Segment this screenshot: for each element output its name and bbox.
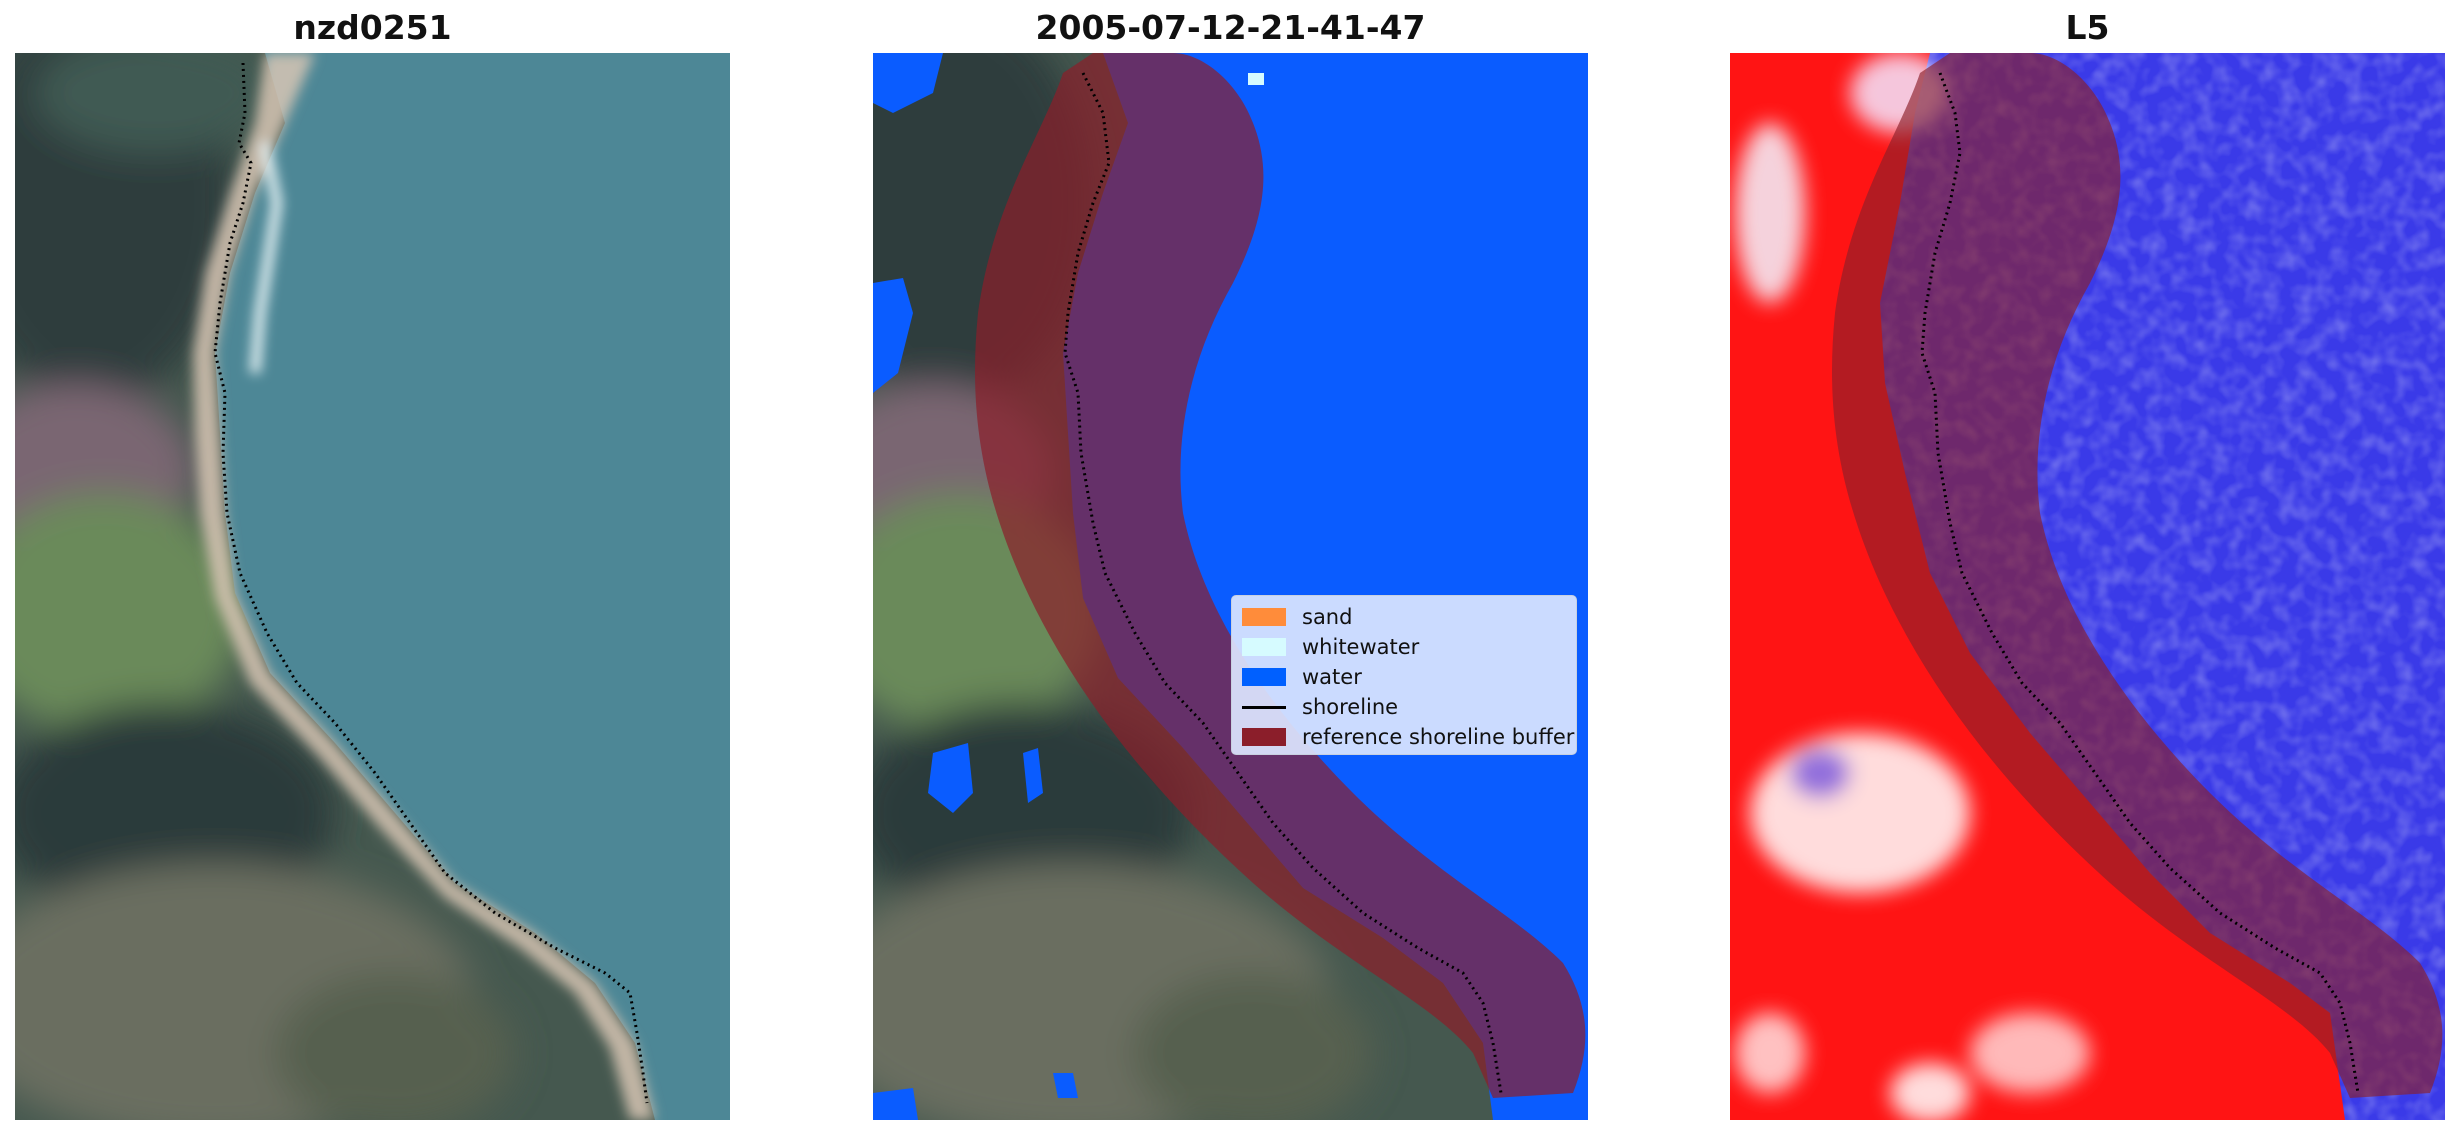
- legend-label: whitewater: [1302, 635, 1420, 659]
- legend-label: sand: [1302, 605, 1353, 629]
- sand-swatch-icon: [1242, 608, 1286, 626]
- panel-title-classification: 2005-07-12-21-41-47: [1035, 8, 1426, 47]
- classification-image: [873, 53, 1588, 1120]
- panel-title-index: L5: [2065, 8, 2110, 47]
- water-swatch-icon: [1242, 668, 1286, 686]
- legend-item-sand: sand: [1242, 602, 1566, 632]
- shoreline-trace-index: [1920, 72, 2360, 1094]
- shoreline-line-icon: [1242, 705, 1286, 709]
- buffer-swatch-icon: [1242, 728, 1286, 746]
- classification-panel: [873, 53, 1588, 1120]
- rgb-image-panel: [15, 53, 730, 1120]
- legend-label: water: [1302, 665, 1362, 689]
- index-image: [1730, 53, 2445, 1120]
- whitewater-swatch-icon: [1242, 638, 1286, 656]
- index-panel: [1730, 53, 2445, 1120]
- legend: sand whitewater water shoreline referenc…: [1231, 595, 1577, 755]
- legend-label: reference shoreline buffer: [1302, 725, 1575, 749]
- shoreline-trace-rgb: [213, 62, 649, 1104]
- shoreline-trace-classification: [1063, 72, 1503, 1094]
- panel-title-rgb: nzd0251: [293, 8, 452, 47]
- legend-item-water: water: [1242, 662, 1566, 692]
- legend-item-whitewater: whitewater: [1242, 632, 1566, 662]
- legend-item-shoreline: shoreline: [1242, 692, 1566, 722]
- legend-label: shoreline: [1302, 695, 1399, 719]
- rgb-satellite-image: [15, 53, 730, 1120]
- legend-item-buffer: reference shoreline buffer: [1242, 722, 1574, 752]
